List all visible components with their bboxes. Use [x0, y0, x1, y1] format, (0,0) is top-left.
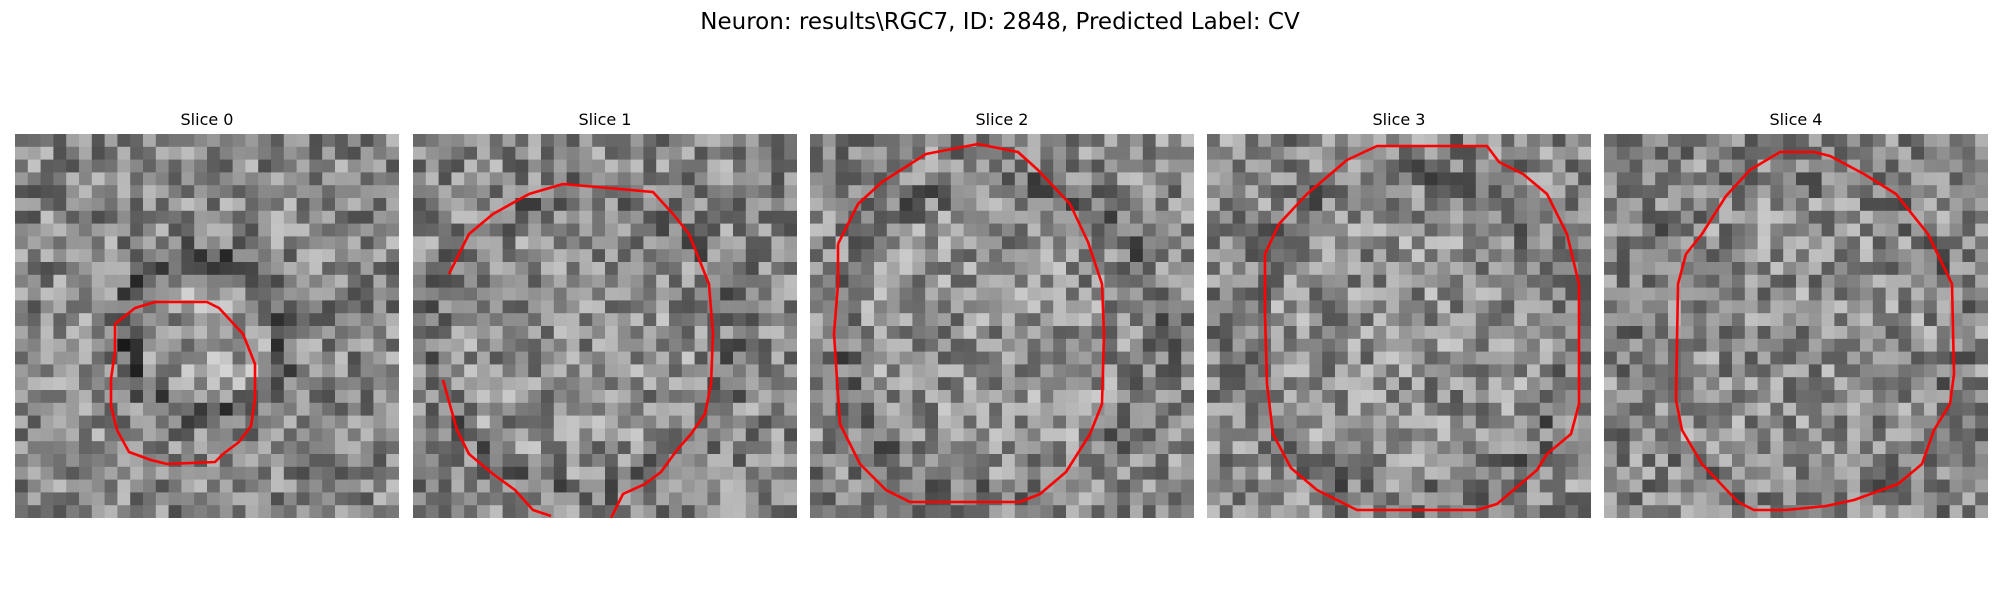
- slice-title: Slice 1: [578, 110, 632, 129]
- contour-line: [832, 142, 1106, 504]
- slice-image: [810, 134, 1194, 518]
- grayscale-pixels: [15, 134, 399, 518]
- grayscale-pixels: [1207, 134, 1591, 518]
- contour-line: [441, 379, 552, 518]
- grayscale-pixels: [413, 134, 797, 518]
- grayscale-pixels: [810, 134, 1194, 518]
- slice-title: Slice 4: [1769, 110, 1823, 129]
- slice-image: [1604, 134, 1988, 518]
- slice-panel-2: Slice 2: [810, 110, 1194, 518]
- slice-panel-4: Slice 4: [1604, 110, 1988, 518]
- figure-title: Neuron: results\RGC7, ID: 2848, Predicte…: [700, 9, 1300, 35]
- slice-panel-0: Slice 0: [15, 110, 399, 518]
- slice-image: [1207, 134, 1591, 518]
- contour-line: [1674, 150, 1956, 512]
- slice-title: Slice 2: [975, 110, 1029, 129]
- grayscale-pixels: [1604, 134, 1988, 518]
- slice-title: Slice 0: [180, 110, 234, 129]
- slice-image: [413, 134, 797, 518]
- slice-panel-1: Slice 1: [413, 110, 797, 518]
- contour-line: [447, 182, 715, 518]
- slice-title: Slice 3: [1372, 110, 1426, 129]
- contour-line: [109, 300, 257, 466]
- slice-image: [15, 134, 399, 518]
- contour-line: [1263, 144, 1581, 512]
- slice-panel-3: Slice 3: [1207, 110, 1591, 518]
